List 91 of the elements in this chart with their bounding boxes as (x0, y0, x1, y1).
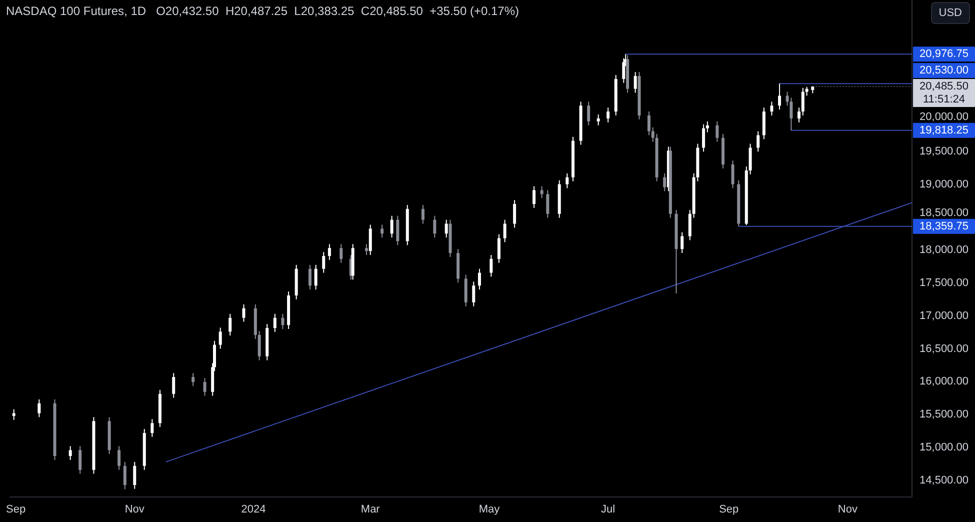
y-axis-title: USD (930, 2, 970, 24)
candlestick (513, 200, 516, 228)
candlestick (396, 215, 400, 246)
candlestick (748, 143, 752, 175)
candlestick (380, 224, 384, 238)
candlestick (218, 327, 222, 350)
candlestick (490, 254, 493, 278)
candlestick (663, 172, 666, 192)
candlestick (340, 244, 343, 264)
x-tick-label: Nov (838, 503, 858, 516)
candlestick (647, 111, 650, 136)
candlestick (762, 107, 766, 140)
candlestick (464, 274, 468, 307)
y-tick-label: 18,000.00 (920, 244, 968, 256)
candlestick (596, 114, 600, 126)
candlestick (472, 281, 476, 307)
candlestick (172, 372, 176, 398)
candlestick (38, 398, 41, 418)
candlestick (421, 204, 424, 224)
x-tick-label: 2024 (241, 503, 266, 516)
candlestick (532, 186, 536, 208)
candlestick (322, 252, 326, 274)
candlestick (587, 101, 590, 126)
x-tick-label: Sep (6, 503, 26, 516)
candlestick (770, 101, 774, 116)
candlestick (228, 313, 232, 336)
candlestick (433, 215, 436, 238)
data-label: 18,359.75 (920, 220, 968, 232)
candlestick (281, 313, 284, 330)
candlestick (308, 264, 312, 290)
candlestick (756, 130, 760, 152)
chart-title: NASDAQ 100 Futures, 1D (6, 4, 146, 18)
candlestick (680, 232, 684, 254)
candlestick (68, 446, 72, 460)
candlestick (12, 408, 16, 420)
candlestick (651, 126, 654, 142)
candlestick (801, 87, 804, 116)
candlestick (634, 72, 637, 94)
candlestick (118, 446, 121, 470)
y-tick-label: 16,000.00 (920, 376, 968, 388)
y-tick-label: 19,000.00 (920, 178, 968, 190)
candlestick (731, 160, 734, 189)
y-tick-label: 14,500.00 (920, 474, 968, 486)
x-tick-label: May (478, 503, 500, 516)
y-tick-label: 15,500.00 (920, 408, 968, 421)
candlestick (328, 244, 331, 260)
candlestick (258, 330, 261, 361)
candlestick (503, 219, 506, 243)
data-label: 19,818.25 (920, 124, 968, 136)
x-tick-label: Sep (719, 503, 739, 516)
data-label: 20,530.00 (920, 64, 968, 77)
x-tick-label: Jul (601, 503, 616, 516)
candlestick (314, 264, 318, 290)
candlestick (798, 107, 800, 123)
candlestick (622, 58, 626, 84)
chart-subtitle: O20,432.50 H20,487.25 L20,383.25 C20,485.50 +35.50 (+0.17%) (155, 4, 520, 18)
candlestick (390, 215, 394, 238)
annotation: 20,485.50 (920, 80, 968, 93)
candlestick (606, 107, 610, 123)
candlestick (150, 418, 154, 438)
candlestick (364, 244, 368, 256)
candlestick (192, 372, 195, 386)
y-tick-label: 17,500.00 (920, 276, 968, 289)
candlestick (566, 172, 569, 189)
candlestick (716, 120, 719, 142)
candlestick (203, 378, 206, 396)
candlestick (706, 120, 709, 133)
y-tick-label: 17,000.00 (920, 310, 968, 322)
candlestick (273, 313, 276, 332)
text: 11:51:24 (922, 94, 966, 106)
y-tick-label: 16,500.00 (920, 342, 968, 355)
y-tick-label: 15,000.00 (920, 441, 968, 454)
candlestick (78, 446, 82, 474)
candlestick (540, 186, 544, 199)
y-tick-label: 20,000.00 (920, 110, 968, 123)
candlestick (702, 124, 706, 152)
y-tick-label: 18,500.00 (920, 206, 968, 219)
data-label: 20,976.75 (920, 48, 968, 60)
candlestick (368, 224, 372, 256)
candlestick (478, 268, 481, 290)
y-tick-label: 19,500.00 (920, 145, 968, 158)
candlestick (546, 190, 550, 218)
candlestick (242, 304, 246, 322)
candlestick (444, 219, 448, 238)
candlestick (123, 461, 126, 490)
candlestick (133, 461, 136, 490)
candlestick (778, 83, 782, 110)
x-tick-label: Mar (360, 503, 380, 516)
candlestick (688, 209, 692, 241)
x-tick-label: Nov (124, 503, 145, 516)
candlestick (497, 234, 500, 264)
